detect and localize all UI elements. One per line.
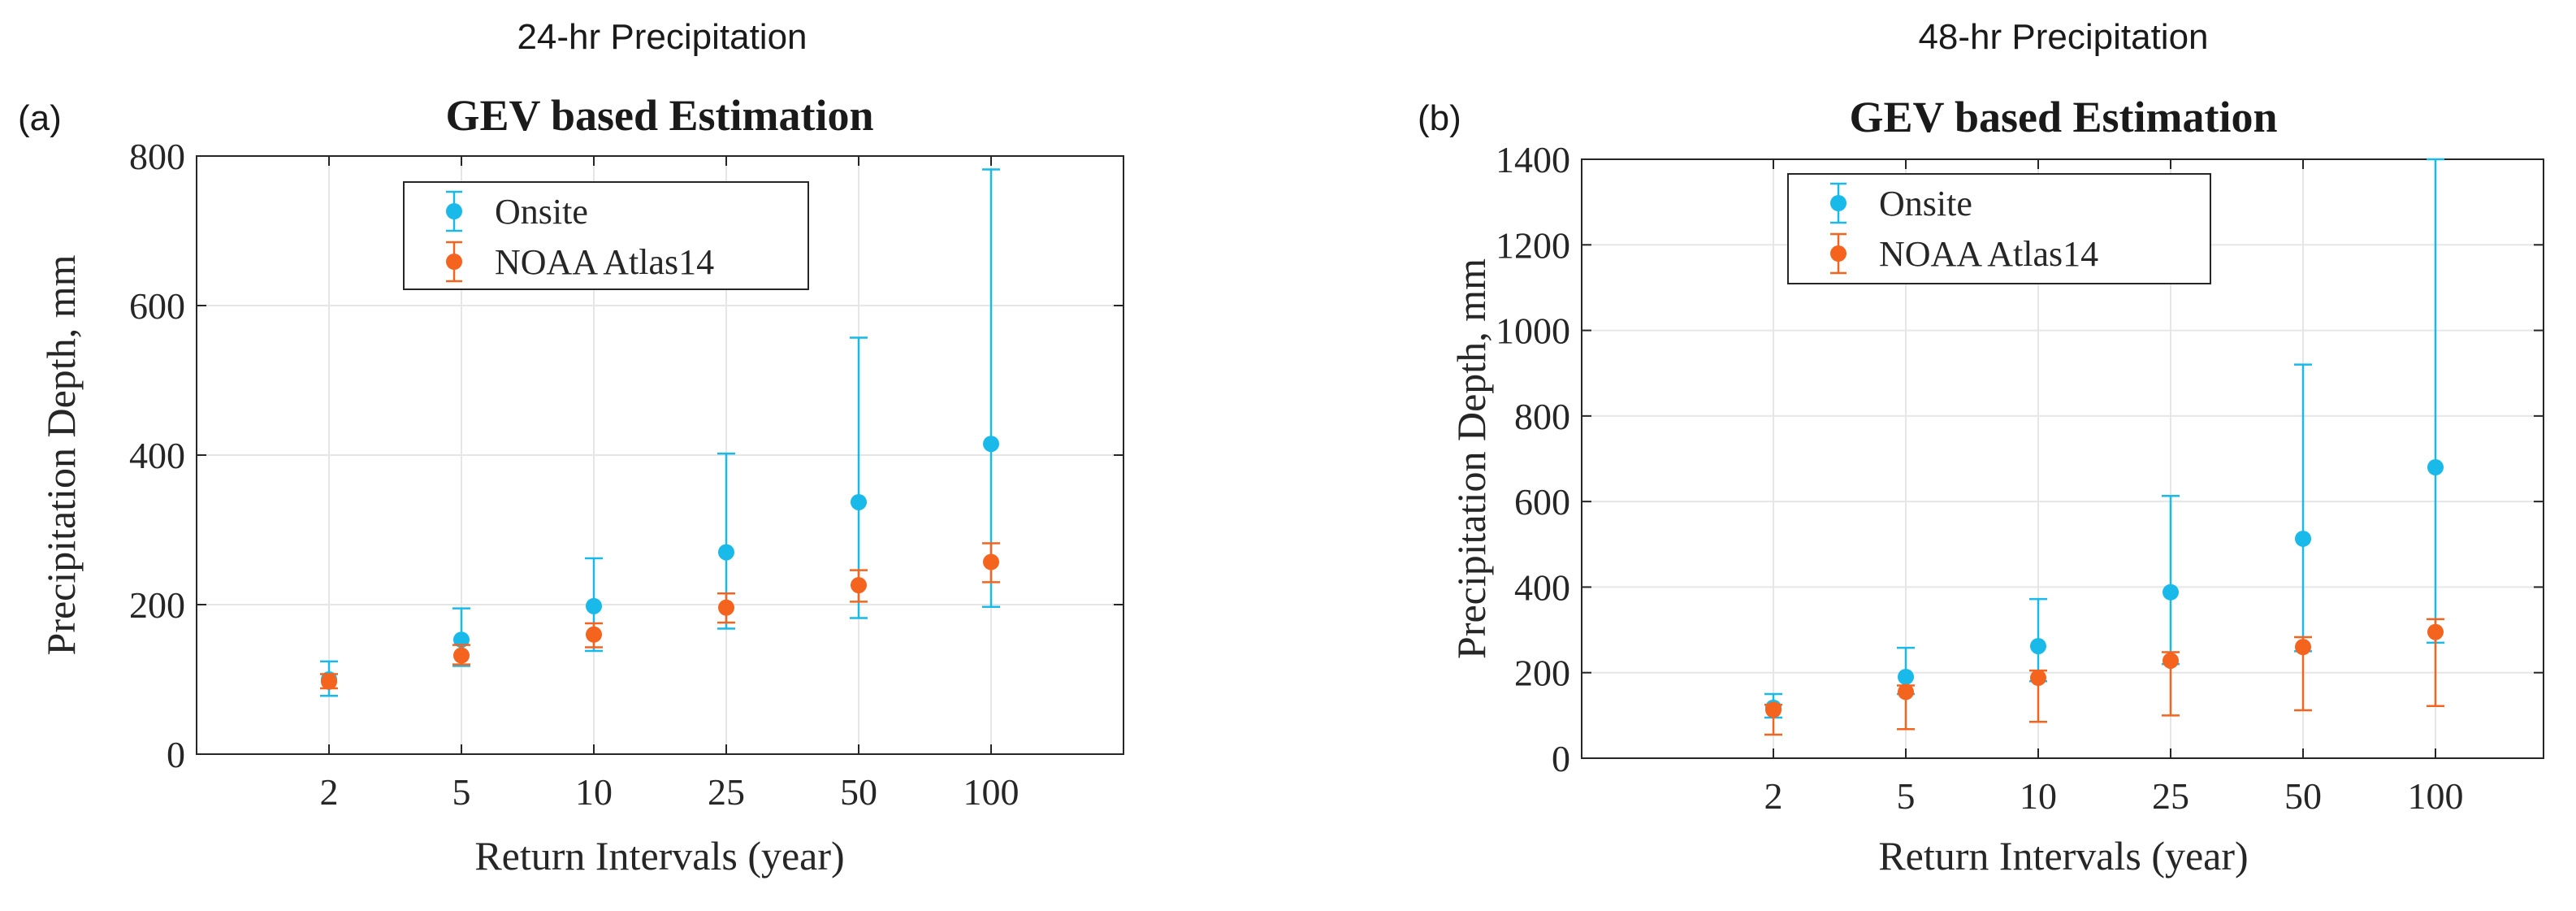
legend-marker-point bbox=[1830, 195, 1846, 211]
chart-title: GEV based Estimation bbox=[445, 91, 873, 140]
noaa-point bbox=[983, 553, 999, 570]
y-tick-label: 400 bbox=[129, 435, 185, 476]
noaa-point bbox=[586, 626, 602, 643]
noaa-point bbox=[2295, 639, 2311, 656]
panel-heading: 48-hr Precipitation bbox=[1918, 17, 2208, 57]
y-tick-label: 600 bbox=[129, 285, 185, 327]
noaa-point bbox=[2163, 652, 2179, 669]
onsite-point bbox=[2427, 459, 2444, 476]
onsite-point bbox=[586, 597, 602, 614]
y-tick-label: 0 bbox=[167, 734, 185, 775]
x-tick-label: 10 bbox=[575, 771, 613, 813]
x-axis-label: Return Intervals (year) bbox=[474, 833, 844, 878]
x-tick-label: 2 bbox=[320, 771, 339, 813]
y-tick-label: 200 bbox=[129, 584, 185, 626]
noaa-point bbox=[1765, 701, 1782, 718]
x-tick-label: 100 bbox=[2408, 775, 2464, 817]
onsite-point bbox=[851, 493, 867, 510]
x-tick-label: 100 bbox=[963, 771, 1020, 813]
onsite-point bbox=[1898, 668, 1914, 685]
legend-label-onsite: Onsite bbox=[1879, 184, 1972, 223]
x-tick-label: 10 bbox=[2020, 775, 2057, 817]
x-tick-label: 50 bbox=[2284, 775, 2322, 817]
legend: Onsite NOAA Atlas14 bbox=[1787, 173, 2211, 284]
y-tick-label: 1400 bbox=[1496, 139, 1570, 180]
noaa-point bbox=[1898, 683, 1914, 701]
y-tick-label: 800 bbox=[129, 136, 185, 177]
axes-box bbox=[1581, 158, 2544, 759]
panel-label: (a) bbox=[18, 98, 62, 138]
legend-box bbox=[403, 181, 809, 290]
y-tick-label: 0 bbox=[1552, 738, 1570, 779]
y-axis-label: Precipitation Depth, mm bbox=[1448, 258, 1494, 659]
onsite-point bbox=[718, 544, 734, 561]
onsite-point bbox=[453, 631, 470, 649]
y-axis-label: Precipitation Depth, mm bbox=[38, 254, 84, 655]
noaa-point bbox=[453, 647, 470, 664]
noaa-point bbox=[851, 577, 867, 594]
x-tick-label: 50 bbox=[840, 771, 877, 813]
x-tick-label: 25 bbox=[708, 771, 745, 813]
noaa-point bbox=[321, 673, 337, 690]
x-tick-label: 5 bbox=[1897, 775, 1916, 817]
legend: Onsite NOAA Atlas14 bbox=[403, 181, 809, 290]
y-tick-label: 200 bbox=[1514, 653, 1570, 694]
noaa-point bbox=[2427, 623, 2444, 640]
noaa-point bbox=[2030, 670, 2046, 687]
onsite-point bbox=[2030, 638, 2046, 655]
panel-heading: 24-hr Precipitation bbox=[517, 17, 807, 57]
chart-panel-b: 48-hr Precipitation (b) 0 200 400 600 800 1000 1… bbox=[1418, 17, 2544, 878]
onsite-point bbox=[2163, 583, 2179, 601]
y-tick-label: 1200 bbox=[1496, 224, 1570, 266]
panel-label: (b) bbox=[1418, 98, 1461, 138]
legend-marker-point bbox=[1830, 245, 1846, 262]
onsite-point bbox=[983, 436, 999, 453]
noaa-point bbox=[718, 599, 734, 616]
onsite-point bbox=[2295, 530, 2311, 547]
y-tick-label: 600 bbox=[1514, 481, 1570, 523]
legend-marker-point bbox=[446, 254, 462, 270]
legend-marker-point bbox=[446, 203, 462, 219]
legend-label-noaa: NOAA Atlas14 bbox=[495, 242, 714, 282]
legend-label-noaa: NOAA Atlas14 bbox=[1879, 234, 2098, 274]
x-tick-label: 2 bbox=[1764, 775, 1783, 817]
legend-box bbox=[1787, 173, 2211, 284]
y-tick-label: 1000 bbox=[1496, 310, 1570, 352]
y-tick-label: 400 bbox=[1514, 566, 1570, 608]
x-tick-label: 5 bbox=[452, 771, 471, 813]
legend-label-onsite: Onsite bbox=[495, 192, 588, 232]
x-axis-label: Return Intervals (year) bbox=[1878, 833, 2248, 878]
y-tick-label: 800 bbox=[1514, 396, 1570, 437]
x-tick-label: 25 bbox=[2152, 775, 2189, 817]
chart-title: GEV based Estimation bbox=[1849, 93, 2277, 141]
